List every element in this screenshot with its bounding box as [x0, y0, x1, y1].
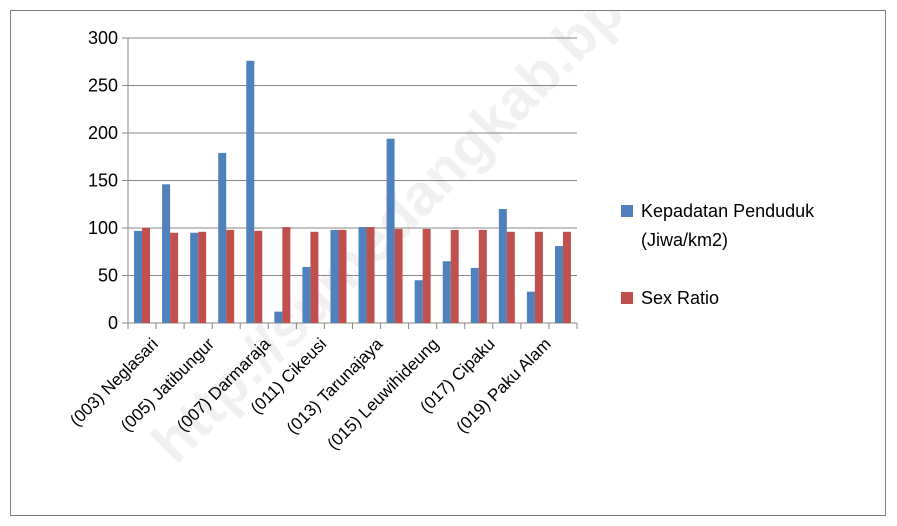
bar-kepadatan-9 — [386, 138, 395, 323]
legend-swatch-sex-ratio — [621, 292, 633, 304]
bar-kepadatan-8 — [358, 227, 367, 323]
bar-sex-ratio-1 — [170, 232, 179, 323]
bar-sex-ratio-9 — [394, 228, 403, 323]
legend-label-sex-ratio-0: Sex Ratio — [641, 288, 719, 308]
bar-kepadatan-11 — [442, 261, 451, 323]
bar-sex-ratio-5 — [282, 227, 291, 323]
y-tick-label-50: 50 — [98, 266, 118, 286]
bar-kepadatan-14 — [526, 291, 535, 323]
bar-sex-ratio-13 — [506, 231, 515, 323]
bar-kepadatan-0 — [134, 230, 143, 323]
bar-kepadatan-2 — [190, 232, 199, 323]
bar-sex-ratio-2 — [198, 231, 207, 323]
bar-sex-ratio-14 — [534, 231, 543, 323]
legend-label-kepadatan-1: (Jiwa/km2) — [641, 230, 728, 250]
bar-sex-ratio-8 — [366, 227, 375, 323]
bar-kepadatan-15 — [554, 246, 563, 323]
bar-sex-ratio-11 — [450, 229, 459, 323]
bar-sex-ratio-12 — [478, 229, 487, 323]
bar-kepadatan-12 — [470, 267, 479, 323]
legend-swatch-kepadatan — [621, 205, 633, 217]
bar-kepadatan-5 — [274, 311, 283, 323]
y-tick-label-0: 0 — [108, 313, 118, 333]
x-category-label-7: (019) Paku Alam — [452, 334, 554, 436]
y-tick-label-150: 150 — [88, 171, 118, 191]
chart-frame: http://sumedangkab.bps.go.id 0 50 100 150 200… — [10, 10, 886, 516]
bar-kepadatan-1 — [162, 184, 171, 323]
y-tick-label-200: 200 — [88, 123, 118, 143]
bar-chart: http://sumedangkab.bps.go.id050100150200… — [66, 11, 815, 475]
bar-kepadatan-3 — [218, 152, 227, 323]
bar-kepadatan-10 — [414, 280, 423, 323]
bar-sex-ratio-4 — [254, 230, 263, 323]
bar-kepadatan-4 — [246, 60, 255, 324]
legend-label-kepadatan-0: Kepadatan Penduduk — [641, 201, 815, 221]
bar-sex-ratio-3 — [226, 229, 235, 323]
y-tick-label-100: 100 — [88, 218, 118, 238]
y-tick-label-250: 250 — [88, 76, 118, 96]
bar-sex-ratio-6 — [310, 231, 319, 323]
bar-sex-ratio-15 — [562, 231, 571, 323]
y-tick-label-300: 300 — [88, 28, 118, 48]
bar-kepadatan-13 — [498, 209, 507, 323]
bar-kepadatan-6 — [302, 266, 311, 323]
bar-sex-ratio-10 — [422, 228, 431, 323]
bar-sex-ratio-0 — [142, 228, 151, 323]
bar-kepadatan-7 — [330, 229, 339, 323]
bar-sex-ratio-7 — [338, 229, 347, 323]
